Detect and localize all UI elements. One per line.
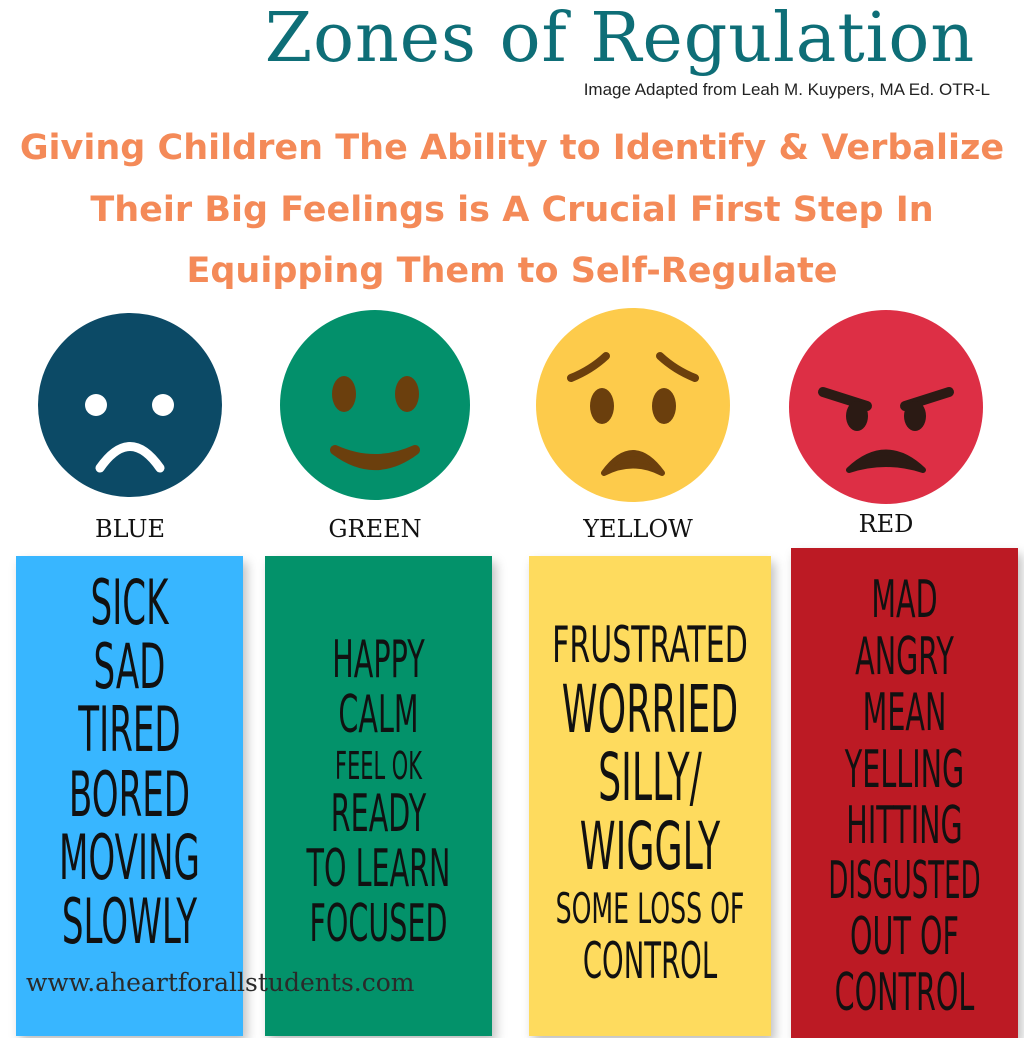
worried-face-icon bbox=[536, 308, 730, 502]
feeling-word: HITTING bbox=[846, 796, 963, 856]
feeling-word: FRUSTRATED bbox=[552, 616, 748, 674]
green-zone-card: HAPPY CALM FEEL OK READY TO LEARN FOCUSE… bbox=[265, 556, 492, 1036]
feeling-word: DISGUSTED bbox=[828, 851, 981, 911]
feeling-word: WIGGLY bbox=[579, 808, 721, 885]
feeling-word: HAPPY bbox=[332, 630, 425, 690]
blue-zone-card: SICK SAD TIRED BORED MOVING SLOWLY bbox=[16, 556, 243, 1036]
feeling-word: SLOWLY bbox=[61, 885, 198, 958]
image-credit: Image Adapted from Leah M. Kuypers, MA E… bbox=[583, 80, 990, 99]
feeling-word: MEAN bbox=[862, 683, 947, 743]
feeling-word: TO LEARN bbox=[306, 839, 451, 899]
red-zone-card: MAD ANGRY MEAN YELLING HITTING DISGUSTED… bbox=[791, 548, 1018, 1038]
feeling-word: MOVING bbox=[59, 821, 200, 894]
zone-label-green: GREEN bbox=[328, 515, 422, 543]
feeling-word: MAD bbox=[871, 570, 938, 630]
feeling-word: OUT OF bbox=[850, 907, 959, 967]
zone-label-yellow: YELLOW bbox=[583, 515, 693, 543]
tagline-line-2: Their Big Feelings is A Crucial First St… bbox=[90, 190, 934, 230]
website-link[interactable]: www.aheartforallstudents.com bbox=[26, 968, 415, 997]
tagline-line-1: Giving Children The Ability to Identify … bbox=[19, 128, 1005, 168]
feeling-word: YELLING bbox=[844, 740, 965, 800]
feeling-word: TIRED bbox=[78, 693, 181, 766]
zone-label-red: RED bbox=[858, 510, 914, 538]
feeling-word: SOME LOSS OF bbox=[555, 884, 745, 933]
feeling-word: FOCUSED bbox=[309, 894, 448, 954]
feeling-word: SILLY/ bbox=[598, 739, 702, 816]
feeling-word: FEEL OK bbox=[335, 744, 422, 788]
feeling-word: ANGRY bbox=[855, 627, 954, 687]
zone-label-blue: BLUE bbox=[94, 515, 165, 543]
feeling-word: WORRIED bbox=[561, 671, 739, 748]
smiling-face-icon bbox=[280, 310, 470, 500]
feeling-word: READY bbox=[330, 784, 427, 844]
feeling-word: CONTROL bbox=[834, 963, 975, 1023]
feeling-word: SICK bbox=[90, 566, 169, 639]
feeling-word: CALM bbox=[338, 685, 419, 745]
page-title: Zones of Regulation bbox=[264, 0, 976, 78]
feeling-word: CONTROL bbox=[582, 932, 718, 990]
sad-face-icon bbox=[38, 313, 222, 497]
feeling-word: SAD bbox=[93, 630, 166, 703]
feeling-word: BORED bbox=[68, 758, 191, 831]
tagline-line-3: Equipping Them to Self-Regulate bbox=[186, 251, 838, 291]
yellow-zone-card: FRUSTRATED WORRIED SILLY/ WIGGLY SOME LO… bbox=[529, 556, 771, 1036]
angry-face-icon bbox=[789, 310, 983, 504]
